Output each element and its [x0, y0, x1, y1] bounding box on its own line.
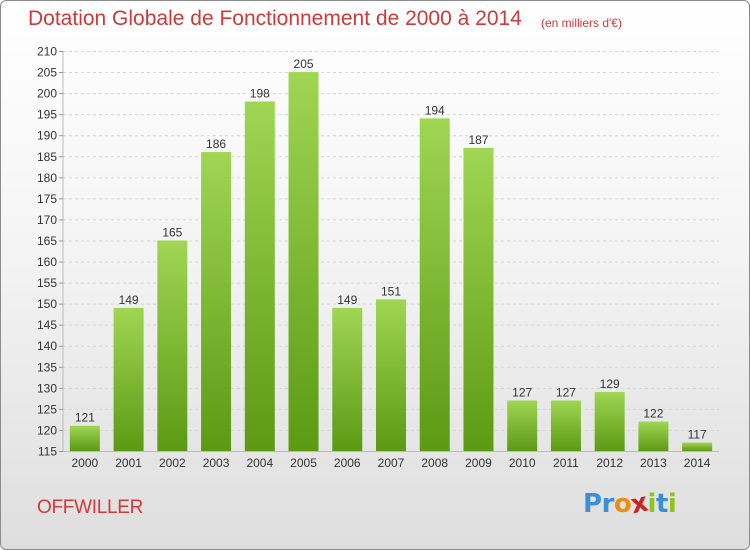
x-tick-label: 2011: [553, 456, 579, 470]
bar-value-label: 194: [425, 103, 445, 117]
y-tick-label: 155: [37, 276, 57, 290]
y-axis: 115 120 125 130 135 140 145 150 155 160 165 170 175 1…: [37, 45, 64, 459]
x-tick-label: 2001: [115, 456, 142, 470]
y-tick-label: 140: [37, 339, 57, 353]
logo-letter: i: [647, 489, 657, 519]
chart-title: Dotation Globale de Fonctionnement de 20…: [28, 7, 522, 30]
y-tick-label: 200: [37, 87, 57, 101]
bar-value-label: 121: [75, 411, 95, 425]
y-tick-label: 210: [37, 45, 57, 59]
y-tick-label: 165: [37, 234, 57, 248]
x-tick-label: 2012: [596, 456, 623, 470]
logo-letter: t: [655, 489, 668, 519]
y-tick-label: 145: [37, 318, 57, 332]
bar: [638, 421, 669, 451]
bar: [244, 101, 275, 452]
x-tick-label: 2010: [509, 456, 536, 470]
x-tick-label: 2004: [246, 456, 273, 470]
bar: [507, 400, 538, 451]
bar-value-label: 151: [381, 284, 401, 298]
bar: [682, 442, 713, 451]
unit-label: (en milliers d'€): [541, 16, 622, 30]
bar: [332, 307, 363, 451]
bar-value-label: 122: [643, 407, 663, 421]
bar-value-label: 198: [250, 87, 270, 101]
bar-value-label: 186: [206, 137, 226, 151]
y-tick-label: 160: [37, 255, 57, 269]
y-tick-label: 190: [37, 129, 57, 143]
bar-value-label: 149: [119, 293, 139, 307]
x-tick-label: 2009: [465, 456, 492, 470]
y-tick-label: 195: [37, 108, 57, 122]
x-tick-label: 2003: [203, 456, 230, 470]
bar: [288, 72, 319, 451]
x-tick-label: 2002: [159, 456, 186, 470]
bar-value-label: 127: [556, 385, 576, 399]
logo-letter: r: [601, 489, 615, 519]
x-tick-label: 2013: [640, 456, 667, 470]
y-tick-label: 135: [37, 360, 57, 374]
y-tick-label: 150: [37, 297, 57, 311]
proxiti-logo[interactable]: Proxiti: [583, 488, 677, 521]
bars: 121 149 165 186 198 205 149 151 194 187 127 127 129 1…: [69, 57, 713, 452]
y-tick-label: 205: [37, 66, 57, 80]
bar-value-label: 205: [294, 57, 314, 71]
y-tick-label: 120: [37, 423, 57, 437]
bar: [376, 299, 406, 451]
bar-value-label: 129: [600, 377, 620, 391]
y-tick-label: 170: [37, 213, 57, 227]
bar-value-label: 187: [468, 133, 488, 147]
x-axis: 2000 2001 2002 2003 2004 2005 2006 2007 2008 2009…: [63, 451, 719, 470]
x-tick-label: 2007: [378, 456, 405, 470]
bar-value-label: 127: [512, 385, 532, 399]
x-tick-label: 2005: [290, 456, 317, 470]
bar: [550, 400, 581, 451]
x-tick-label: 2006: [334, 456, 361, 470]
logo-letter: o: [613, 489, 632, 519]
x-tick-label: 2008: [421, 456, 448, 470]
bar: [419, 118, 450, 452]
bar-value-label: 165: [162, 225, 182, 239]
logo-letter: P: [583, 489, 602, 519]
bar: [594, 392, 625, 451]
y-tick-label: 115: [38, 445, 57, 459]
bar: [113, 307, 144, 451]
bar: [201, 152, 232, 452]
logo-letter: i: [667, 489, 677, 519]
y-tick-label: 185: [37, 150, 57, 164]
y-tick-label: 130: [37, 381, 57, 395]
y-tick-label: 125: [37, 402, 57, 416]
bar-value-label: 117: [688, 428, 707, 442]
x-tick-label: 2000: [72, 456, 99, 470]
y-tick-label: 180: [37, 171, 57, 185]
x-tick-label: 2014: [684, 456, 711, 470]
commune-name: OFFWILLER: [37, 497, 144, 518]
bar: [69, 425, 100, 451]
bar-value-label: 149: [337, 293, 357, 307]
y-tick-label: 175: [37, 192, 57, 206]
bar: [463, 147, 494, 451]
bar: [157, 240, 188, 451]
